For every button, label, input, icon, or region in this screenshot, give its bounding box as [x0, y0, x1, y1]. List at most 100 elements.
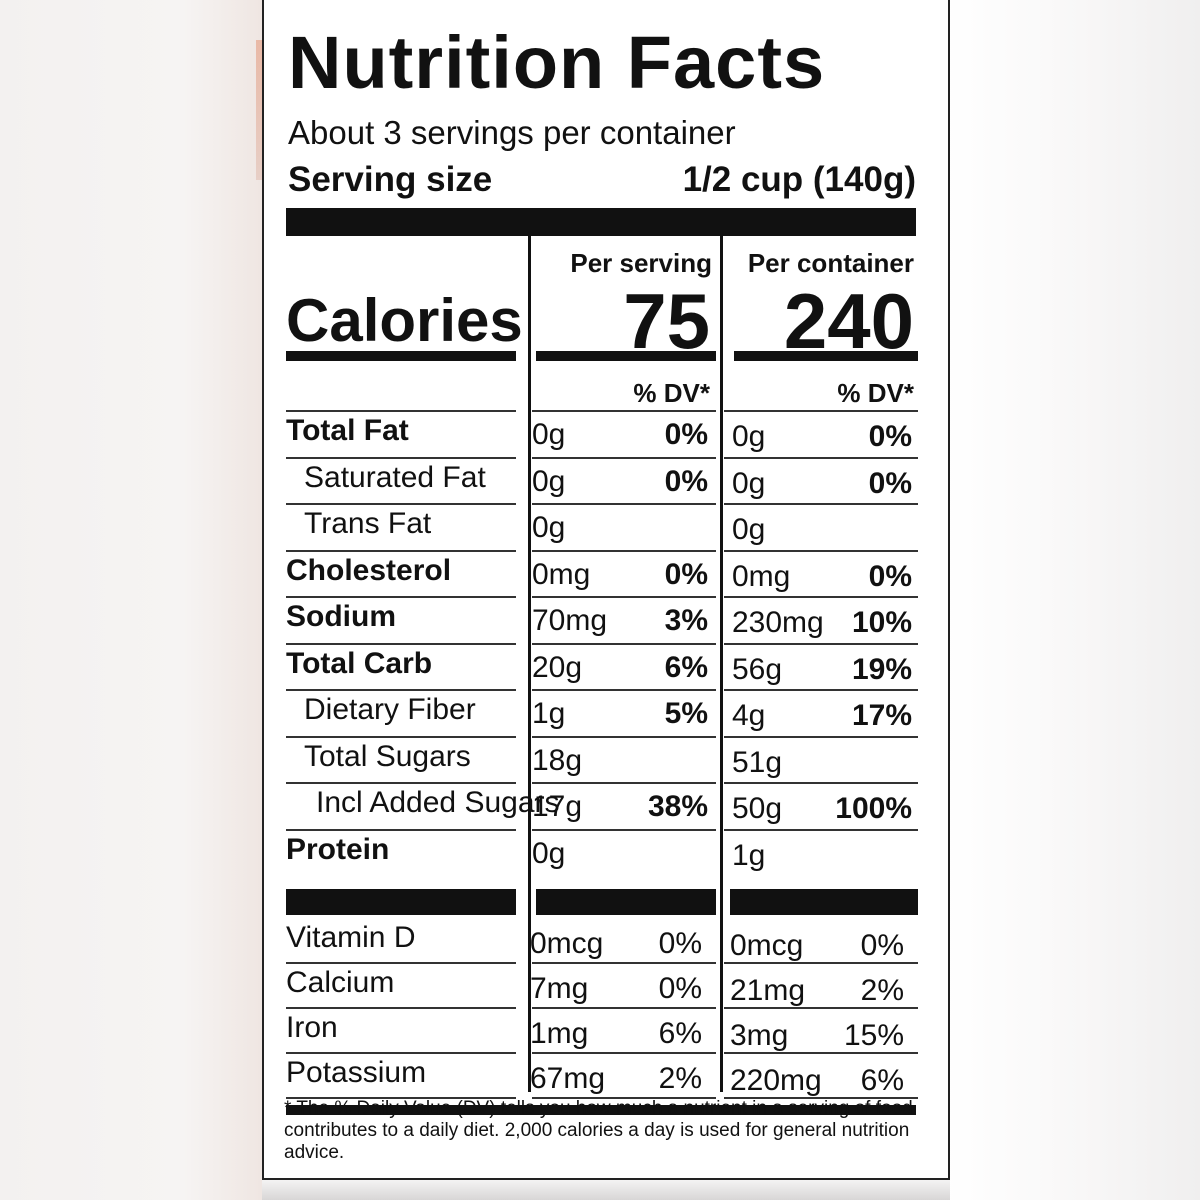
row-divider [532, 689, 716, 691]
row-divider [724, 1097, 918, 1099]
thick-divider [286, 889, 516, 915]
row-divider [286, 782, 516, 784]
serving-amount: 70mg [532, 604, 608, 637]
serving-dv: 0% [658, 972, 702, 1005]
serving-amount: 20g [532, 650, 583, 684]
serving-size-value: 1/2 cup (140g) [682, 160, 916, 199]
container-amount: 51g [732, 745, 783, 779]
container-dv: 17% [851, 699, 912, 732]
medium-divider [734, 351, 918, 361]
row-divider [286, 503, 516, 505]
package-edge-right [944, 0, 1200, 1200]
per-serving-header: Per serving [570, 248, 712, 278]
nutrient-name: Sodium [286, 600, 396, 633]
medium-divider [536, 351, 716, 361]
package-print-fragment [256, 40, 262, 180]
nutrient-name: Dietary Fiber [304, 693, 476, 726]
per-container-header: Per container [747, 248, 914, 278]
nutrient-name: Total Carb [286, 646, 433, 680]
container-amount: 0mcg [730, 929, 804, 962]
serving-amount: 0g [532, 418, 566, 451]
container-amount: 56g [732, 652, 783, 686]
row-divider [724, 735, 918, 738]
row-divider [532, 962, 716, 964]
serving-dv: 6% [664, 650, 708, 684]
nutrient-name: Total Fat [286, 414, 409, 447]
panel-title: Nutrition Facts [288, 21, 826, 104]
nutrient-name: Trans Fat [304, 507, 432, 540]
serving-amount: 0g [532, 836, 566, 870]
serving-dv: 0% [664, 464, 708, 498]
row-divider [724, 1007, 918, 1009]
container-amount: 220mg [730, 1064, 822, 1097]
row-divider [724, 410, 918, 412]
row-divider [532, 1097, 716, 1099]
row-divider [286, 596, 516, 598]
dv-header-serving: % DV* [633, 378, 710, 408]
serving-amount: 7mg [530, 972, 589, 1005]
thick-divider [286, 1105, 916, 1115]
serving-dv: 0% [664, 418, 708, 451]
row-divider [286, 549, 516, 552]
serving-amount: 0g [532, 464, 566, 498]
nutrition-facts-panel: Nutrition Facts About 3 servings per con… [262, 0, 950, 1180]
serving-amount: 0mcg [530, 927, 604, 960]
serving-amount: 67mg [530, 1062, 606, 1095]
row-divider [532, 410, 716, 412]
row-divider [286, 828, 516, 831]
nutrient-name: Total Sugars [304, 739, 471, 773]
container-dv: 0% [868, 420, 912, 453]
container-dv: 2% [860, 974, 904, 1007]
row-divider [286, 456, 516, 459]
row-divider [532, 735, 716, 738]
serving-amount: 0mg [532, 557, 591, 591]
container-amount: 4g [732, 699, 766, 732]
serving-amount: 1g [532, 697, 566, 730]
row-divider [532, 782, 716, 784]
row-divider [286, 1097, 516, 1099]
row-divider [286, 689, 516, 691]
row-divider [724, 642, 918, 645]
container-amount: 50g [732, 792, 783, 825]
container-amount: 3mg [730, 1019, 789, 1052]
container-amount: 0mg [732, 559, 791, 593]
row-divider [532, 642, 716, 645]
row-divider [724, 596, 918, 598]
row-divider [286, 1052, 516, 1054]
column-divider-serving [528, 236, 531, 1092]
serving-amount: 18g [532, 743, 583, 777]
container-dv: 19% [851, 652, 912, 686]
row-divider [724, 456, 918, 459]
row-divider [286, 962, 516, 964]
package-edge-left [0, 0, 262, 1200]
container-dv: 0% [868, 466, 912, 500]
daily-value-footnote: * The % Daily Value (DV) tells you how m… [284, 1098, 913, 1163]
row-divider [724, 549, 918, 552]
row-divider [532, 828, 716, 831]
container-amount: 0g [732, 420, 766, 453]
serving-amount: 17g [532, 790, 583, 823]
container-dv: 0% [860, 929, 904, 962]
calories-per-container: 240 [783, 277, 914, 365]
row-divider [532, 456, 716, 459]
serving-dv: 2% [658, 1062, 702, 1095]
servings-per-container: About 3 servings per container [288, 114, 736, 151]
row-divider [724, 689, 918, 691]
row-divider [724, 1052, 918, 1054]
container-amount: 0g [732, 466, 766, 500]
row-divider [532, 1007, 716, 1009]
row-divider [286, 735, 516, 738]
thick-divider [730, 889, 918, 915]
row-divider [532, 1052, 716, 1054]
nutrient-name: Protein [286, 832, 390, 866]
serving-size-label: Serving size [288, 160, 493, 199]
vitamin-name: Calcium [286, 966, 395, 999]
row-divider [532, 549, 716, 552]
container-amount: 0g [732, 513, 766, 546]
row-divider [532, 596, 716, 598]
serving-dv: 0% [664, 557, 708, 591]
serving-amount: 0g [532, 511, 566, 544]
container-amount: 1g [732, 838, 766, 872]
serving-amount: 1mg [530, 1017, 589, 1050]
column-divider-container [720, 236, 723, 1092]
